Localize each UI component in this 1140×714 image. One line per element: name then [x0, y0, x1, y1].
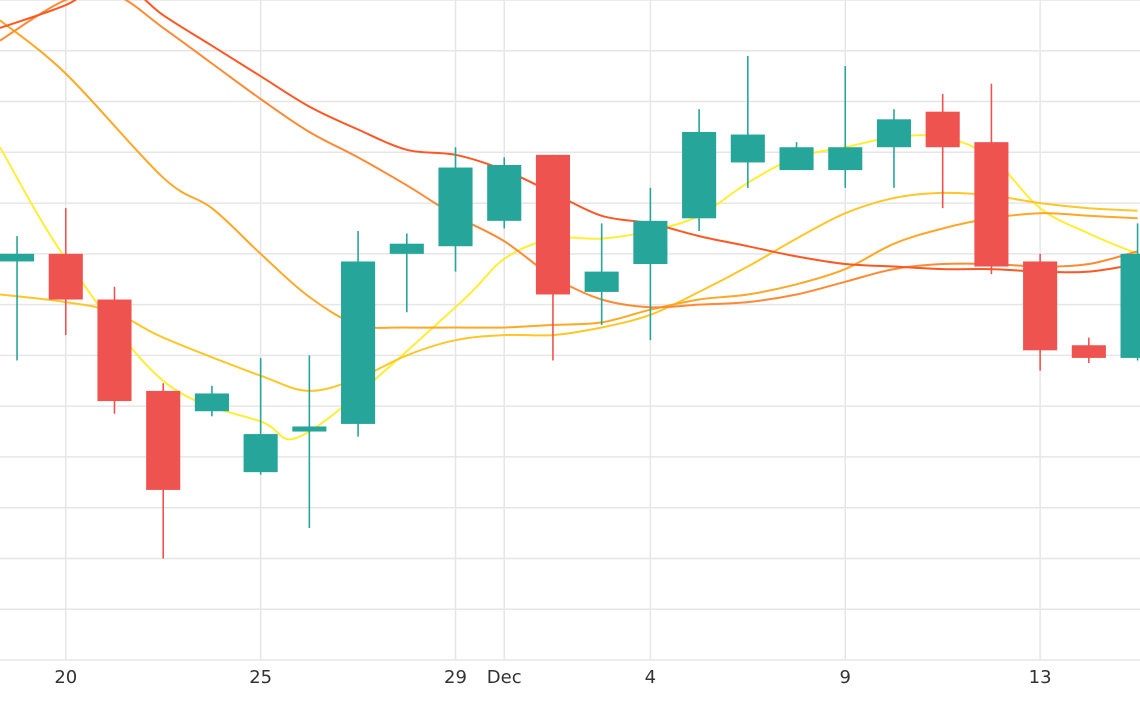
candle-down — [925, 93, 960, 209]
candle-body — [584, 271, 619, 292]
candle-up — [1120, 223, 1140, 361]
x-tick-label: 9 — [840, 667, 851, 688]
candle-down — [535, 154, 570, 361]
candle-body — [730, 134, 765, 163]
candle-body — [1120, 253, 1140, 358]
candle-down — [974, 83, 1009, 275]
candle-body — [779, 147, 814, 171]
candle-down — [1023, 253, 1058, 371]
candle-up — [341, 231, 376, 437]
x-tick-label: 29 — [444, 667, 467, 688]
candle-up — [0, 236, 35, 361]
candle-body — [389, 243, 424, 254]
candle-body — [146, 390, 181, 490]
candle-up — [876, 109, 912, 188]
candle-body — [438, 167, 473, 247]
candle-layer — [0, 55, 1140, 559]
candle-body — [633, 220, 668, 264]
candle-down — [146, 383, 181, 559]
x-axis: 20 25 29 Dec 4 9 13 — [54, 667, 1051, 688]
moving-average-line — [0, 191, 1138, 392]
candle-down — [1071, 337, 1106, 363]
candle-up — [438, 147, 473, 272]
candle-body — [48, 253, 83, 300]
candle-up — [487, 157, 522, 229]
candle-body — [682, 132, 717, 219]
candle-up — [389, 233, 424, 313]
candle-up — [194, 385, 229, 417]
candle-up — [584, 223, 619, 325]
candle-up — [292, 355, 327, 528]
candle-up — [243, 357, 278, 475]
candle-body — [828, 147, 863, 171]
candle-down — [48, 208, 83, 336]
candle-body — [243, 434, 278, 473]
candle-body — [535, 154, 570, 295]
candle-body — [974, 142, 1009, 267]
x-tick-label: 20 — [54, 667, 77, 688]
candle-body — [97, 299, 132, 402]
x-tick-label: Dec — [487, 667, 522, 688]
moving-average-line — [0, 0, 1138, 309]
candle-up — [682, 109, 717, 231]
candle-body — [0, 253, 35, 262]
candle-body — [1023, 261, 1058, 351]
candle-up — [633, 187, 668, 341]
candle-body — [1071, 345, 1106, 358]
candle-body — [876, 119, 912, 148]
x-tick-label: 25 — [249, 667, 272, 688]
x-tick-label: 13 — [1029, 667, 1052, 688]
candle-up — [730, 55, 765, 188]
candle-down — [97, 286, 132, 414]
candle-up — [828, 66, 863, 188]
candle-body — [194, 393, 229, 412]
moving-average-line — [0, 0, 1138, 274]
candle-body — [487, 165, 522, 221]
candle-up — [779, 142, 814, 171]
moving-average-line — [0, 19, 1138, 329]
x-tick-label: 4 — [645, 667, 656, 688]
grid-layer — [0, 0, 1140, 661]
candle-body — [925, 111, 960, 148]
candle-body — [292, 426, 327, 432]
candle-body — [341, 261, 376, 424]
